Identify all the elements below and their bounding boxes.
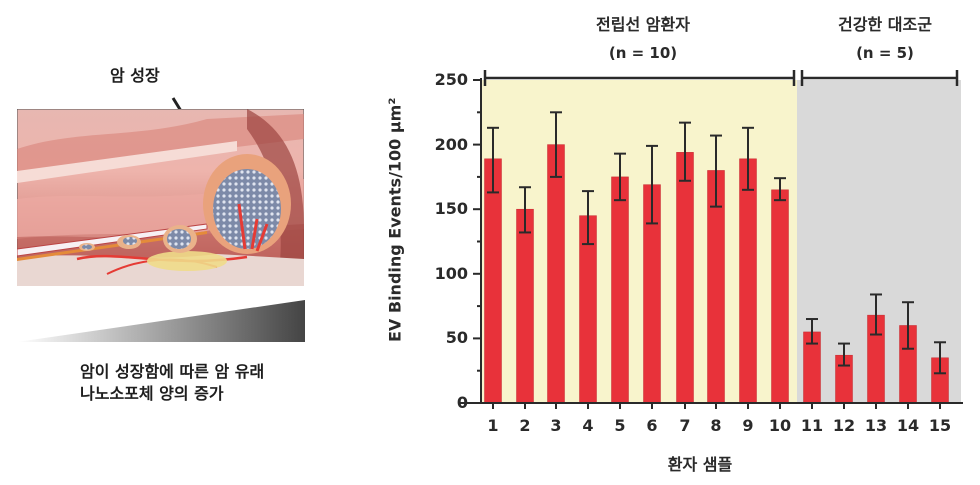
bar <box>739 158 757 404</box>
y-tick-label: 50 <box>445 328 468 348</box>
y-tick-label: 250 <box>434 70 468 89</box>
controls-group-n: (n = 5) <box>856 44 914 62</box>
controls-group-title: 건강한 대조군 <box>838 15 932 34</box>
x-axis-label: 환자 샘플 <box>667 455 733 474</box>
patients-group-n: (n = 10) <box>608 44 678 62</box>
y-tick-label: 0 <box>456 393 468 412</box>
x-tick-label: 3 <box>550 416 562 435</box>
x-tick-label: 4 <box>582 416 594 435</box>
y-tick-label: 150 <box>434 199 468 219</box>
y-tick-label: 200 <box>434 134 468 154</box>
caption-line-2: 나노소포체 양의 증가 <box>80 384 224 403</box>
bar <box>547 144 565 404</box>
bar <box>771 189 789 404</box>
bar <box>516 208 534 404</box>
x-tick-label: 9 <box>742 416 754 435</box>
x-tick-label: 8 <box>710 416 722 435</box>
x-tick-label: 11 <box>800 416 824 435</box>
cancer-growth-label: 암 성장 <box>110 66 160 85</box>
patients-group-title: 전립선 암환자 <box>596 15 690 34</box>
tumor-illustration <box>17 109 304 286</box>
x-tick-label: 1 <box>487 416 499 435</box>
x-tick-label: 7 <box>679 416 691 435</box>
caption-line-1: 암이 성장함에 따른 암 유래 <box>80 362 265 381</box>
x-tick-label: 14 <box>896 416 920 435</box>
x-tick-label: 2 <box>519 416 531 435</box>
bar <box>611 176 629 404</box>
x-tick-label: 6 <box>646 416 658 435</box>
bar <box>676 152 694 404</box>
x-tick-label: 12 <box>832 416 856 435</box>
y-tick-label: 100 <box>434 263 468 283</box>
illustration-caption: 암이 성장함에 따른 암 유래 나노소포체 양의 증가 <box>80 361 264 405</box>
x-tick-label: 10 <box>768 416 792 435</box>
x-tick-label: 5 <box>614 416 626 435</box>
increase-wedge <box>17 300 305 342</box>
x-tick-label: 13 <box>864 416 888 435</box>
x-tick-label: 15 <box>928 416 952 435</box>
bar <box>484 158 502 404</box>
